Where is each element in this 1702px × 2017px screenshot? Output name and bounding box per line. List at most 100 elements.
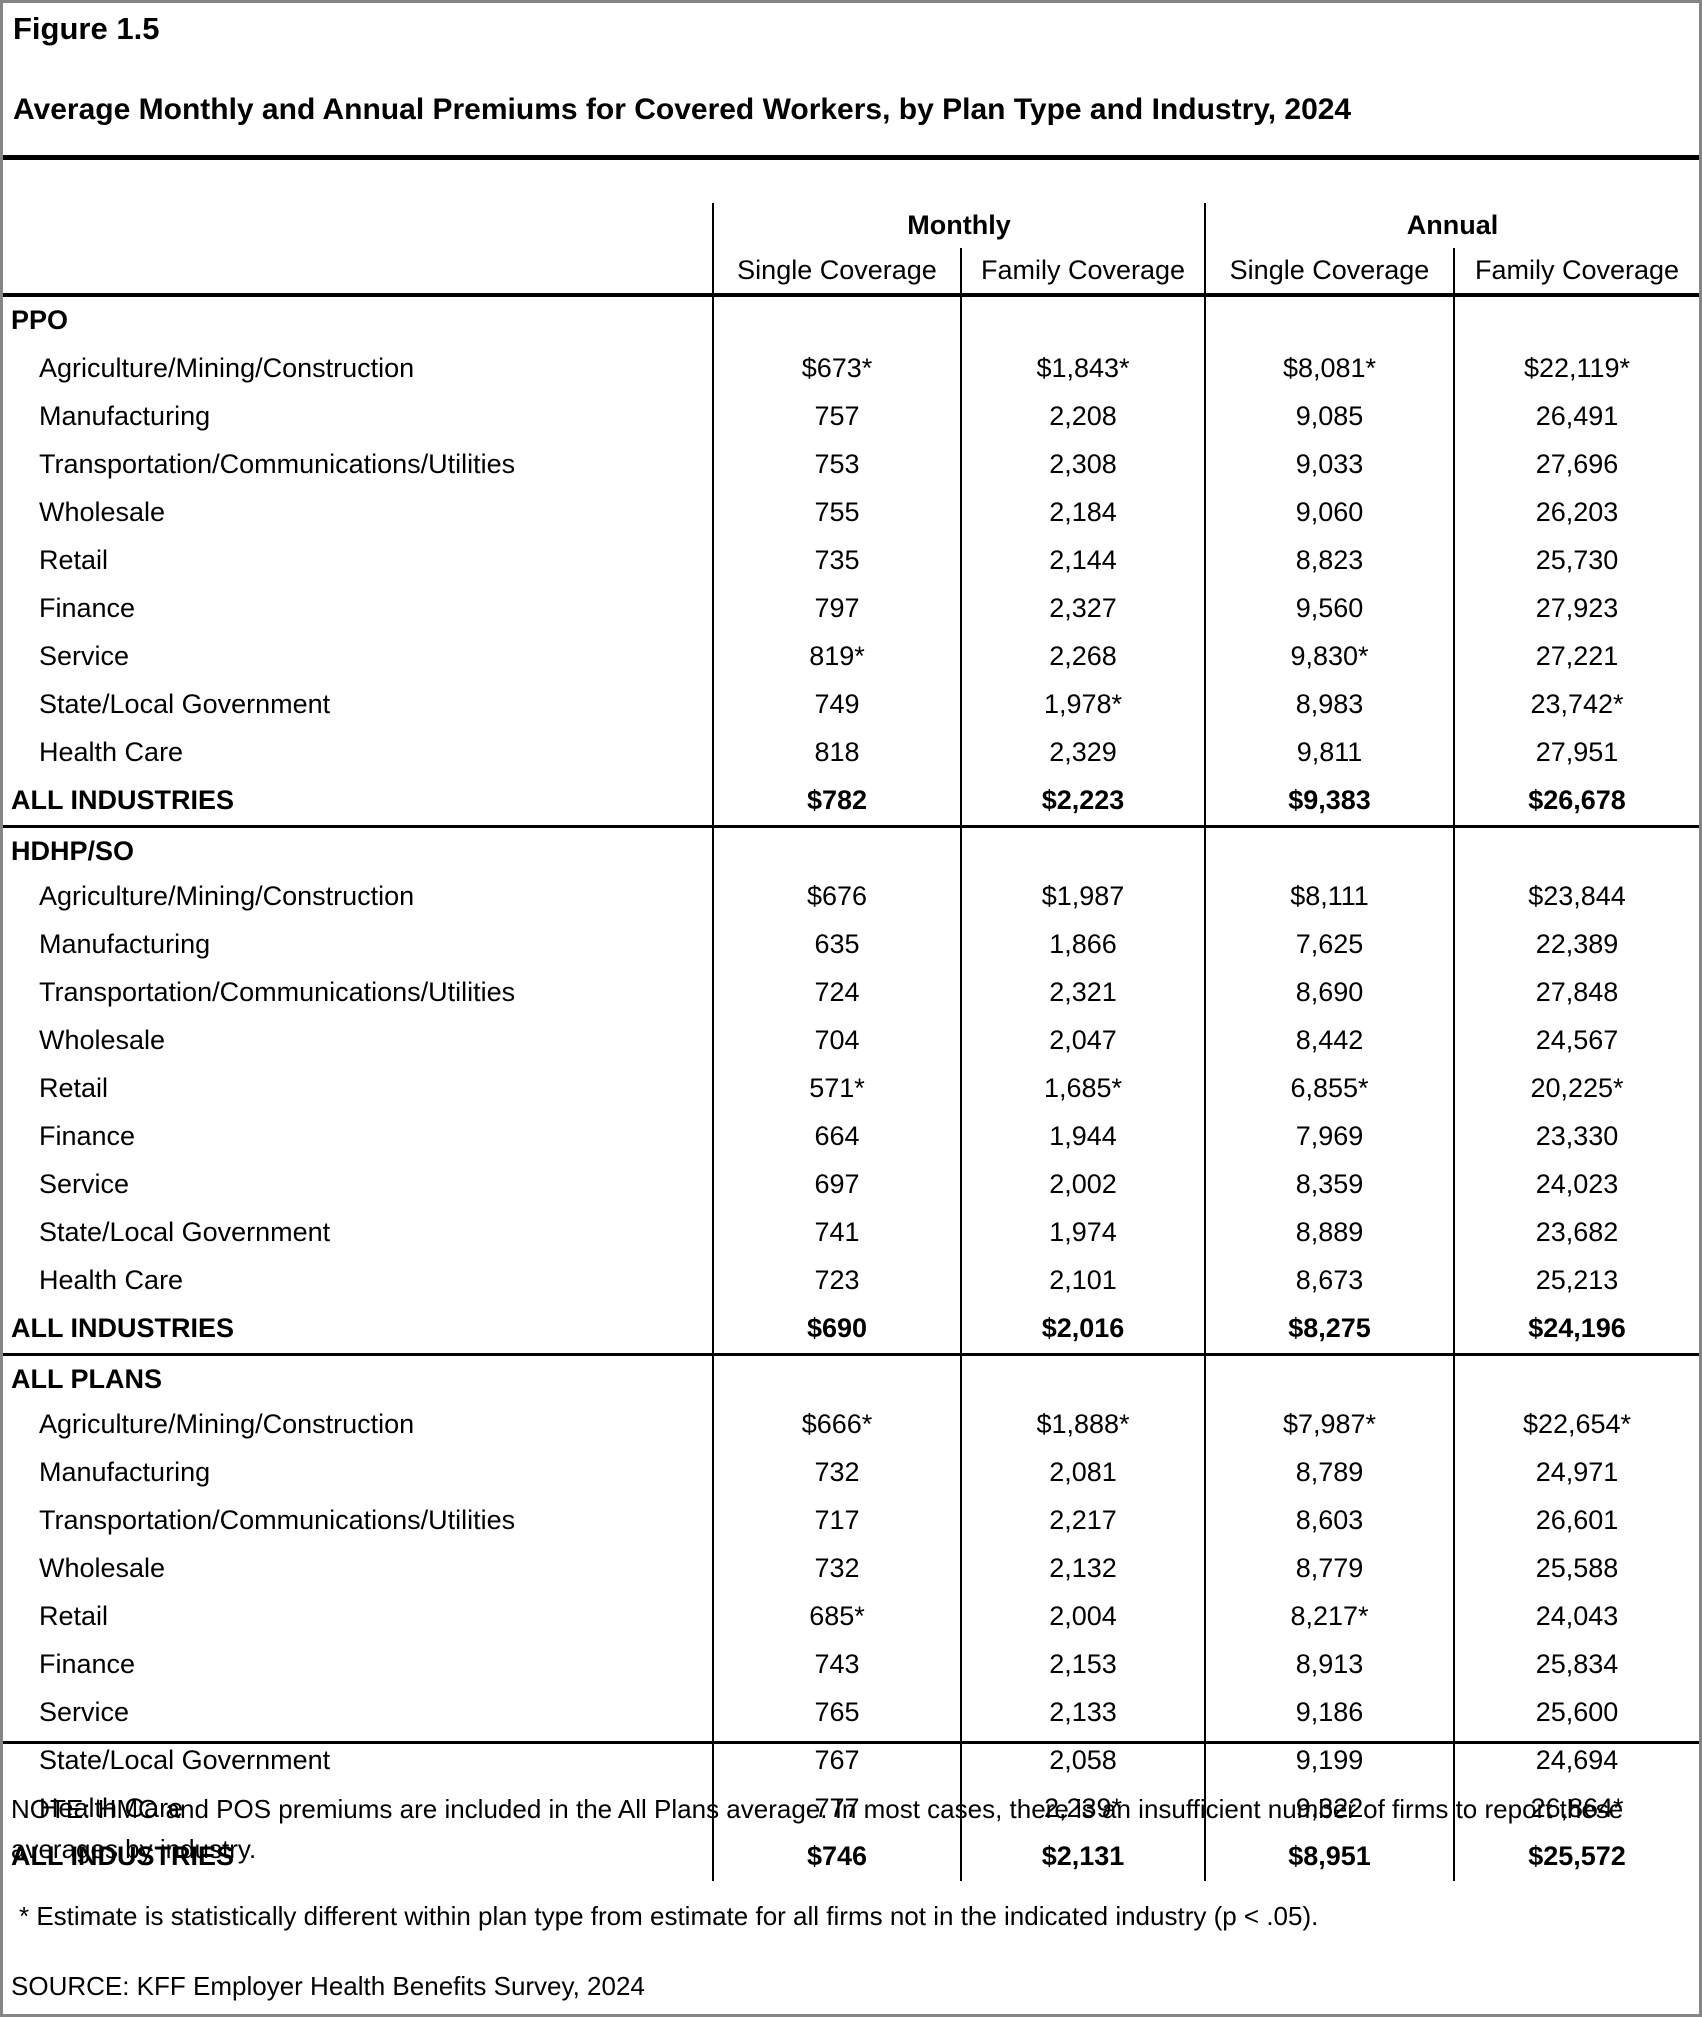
value-cell: 24,023: [1453, 1161, 1699, 1209]
all-industries-value: $8,275: [1204, 1305, 1453, 1353]
all-industries-value: $782: [712, 777, 960, 825]
value-cell: 2,004: [960, 1593, 1204, 1641]
value-cell: 2,133: [960, 1689, 1204, 1737]
industry-row: Manufacturing 635 1,866 7,625 22,389: [3, 921, 1699, 969]
industry-row: Wholesale 704 2,047 8,442 24,567: [3, 1017, 1699, 1065]
annual-family-coverage-header: Family Coverage: [1453, 248, 1699, 293]
value-cell: 732: [712, 1545, 960, 1593]
table-note: NOTE: HMO and POS premiums are included …: [11, 1794, 1624, 1864]
all-industries-value: $2,223: [960, 777, 1204, 825]
empty-cell: [1204, 297, 1453, 345]
all-industries-value: $26,678: [1453, 777, 1699, 825]
value-cell: 8,789: [1204, 1449, 1453, 1497]
value-cell: 732: [712, 1449, 960, 1497]
industry-label: Health Care: [39, 737, 184, 767]
value-cell: 22,389: [1453, 921, 1699, 969]
industry-label: Agriculture/Mining/Construction: [39, 881, 415, 911]
header-spacer: [3, 248, 712, 293]
value-cell: 2,239*: [960, 1785, 1204, 1833]
value-cell: 2,153: [960, 1641, 1204, 1689]
value-cell: 9,811: [1204, 729, 1453, 777]
industry-row: Health Care 723 2,101 8,673 25,213: [3, 1257, 1699, 1305]
value-cell: $23,844: [1453, 873, 1699, 921]
industry-row: Retail 571* 1,685* 6,855* 20,225*: [3, 1065, 1699, 1113]
all-industries-value: $9,383: [1204, 777, 1453, 825]
empty-cell: [712, 1356, 960, 1401]
value-cell: $673*: [712, 345, 960, 393]
industry-row: Agriculture/Mining/Construction $676 $1,98…: [3, 873, 1699, 921]
value-cell: 741: [712, 1209, 960, 1257]
value-cell: 2,327: [960, 585, 1204, 633]
industry-row: State/Local Government 767 2,058 9,199 24,69…: [3, 1737, 1699, 1785]
industry-label: State/Local Government: [39, 1745, 331, 1775]
value-cell: 704: [712, 1017, 960, 1065]
value-cell: 9,560: [1204, 585, 1453, 633]
value-cell: 23,742*: [1453, 681, 1699, 729]
value-cell: 9,085: [1204, 393, 1453, 441]
industry-label: State/Local Government: [39, 689, 331, 719]
table-bottom-divider: [3, 1741, 1699, 1744]
all-industries-value: $746: [712, 1833, 960, 1881]
value-cell: 24,971: [1453, 1449, 1699, 1497]
value-cell: 9,186: [1204, 1689, 1453, 1737]
value-cell: 2,047: [960, 1017, 1204, 1065]
monthly-group-header: Monthly: [712, 203, 1204, 248]
all-industries-value: $8,951: [1204, 1833, 1453, 1881]
value-cell: 723: [712, 1257, 960, 1305]
empty-cell: [712, 297, 960, 345]
all-industries-row: ALL INDUSTRIES $690 $2,016 $8,275 $24,196: [3, 1305, 1699, 1353]
value-cell: 819*: [712, 633, 960, 681]
value-cell: 2,217: [960, 1497, 1204, 1545]
all-industries-label: ALL INDUSTRIES: [11, 1313, 235, 1343]
value-cell: 1,685*: [960, 1065, 1204, 1113]
value-cell: 2,268: [960, 633, 1204, 681]
value-cell: $22,654*: [1453, 1401, 1699, 1449]
value-cell: 9,830*: [1204, 633, 1453, 681]
value-cell: 635: [712, 921, 960, 969]
industry-label: Service: [39, 1697, 130, 1727]
industry-row: Finance 743 2,153 8,913 25,834: [3, 1641, 1699, 1689]
industry-label: Transportation/Communications/Utilities: [39, 977, 516, 1007]
value-cell: $8,081*: [1204, 345, 1453, 393]
industry-label: Agriculture/Mining/Construction: [39, 1409, 415, 1439]
industry-row: Transportation/Communications/Utilities 7…: [3, 1497, 1699, 1545]
value-cell: 8,442: [1204, 1017, 1453, 1065]
value-cell: 7,969: [1204, 1113, 1453, 1161]
value-cell: 8,889: [1204, 1209, 1453, 1257]
value-cell: 8,359: [1204, 1161, 1453, 1209]
value-cell: $676: [712, 873, 960, 921]
industry-row: Transportation/Communications/Utilities 7…: [3, 969, 1699, 1017]
source-line: SOURCE: KFF Employer Health Benefits Sur…: [11, 1971, 645, 2001]
industry-label: State/Local Government: [39, 1217, 331, 1247]
value-cell: 724: [712, 969, 960, 1017]
industry-row: Manufacturing 732 2,081 8,789 24,971: [3, 1449, 1699, 1497]
industry-label: Manufacturing: [39, 401, 211, 431]
value-cell: $1,987: [960, 873, 1204, 921]
title-divider: [3, 155, 1699, 160]
all-industries-value: $24,196: [1453, 1305, 1699, 1353]
industry-label: Health Care: [39, 1265, 184, 1295]
value-cell: 26,864*: [1453, 1785, 1699, 1833]
industry-row: Finance 664 1,944 7,969 23,330: [3, 1113, 1699, 1161]
monthly-family-coverage-header: Family Coverage: [960, 248, 1204, 293]
value-cell: 735: [712, 537, 960, 585]
industry-label: Retail: [39, 545, 109, 575]
industry-label: Wholesale: [39, 1025, 166, 1055]
industry-label: Service: [39, 641, 130, 671]
value-cell: 27,848: [1453, 969, 1699, 1017]
empty-cell: [1453, 1356, 1699, 1401]
value-cell: 664: [712, 1113, 960, 1161]
value-cell: 8,983: [1204, 681, 1453, 729]
annual-single-coverage-header: Single Coverage: [1204, 248, 1453, 293]
industry-label: Wholesale: [39, 1553, 166, 1583]
value-cell: 20,225*: [1453, 1065, 1699, 1113]
table-header: Monthly Annual Single Coverage Family Co…: [3, 203, 1699, 293]
section-title-row: ALL PLANS: [3, 1353, 1699, 1401]
value-cell: 24,567: [1453, 1017, 1699, 1065]
monthly-single-coverage-header: Single Coverage: [712, 248, 960, 293]
sub-header-row: Single Coverage Family Coverage Single C…: [3, 248, 1699, 293]
table-body: PPO Agriculture/Mining/Construction $673* $…: [3, 297, 1699, 1881]
section-title-row: PPO: [3, 297, 1699, 345]
annual-group-header: Annual: [1204, 203, 1699, 248]
value-cell: 9,199: [1204, 1737, 1453, 1785]
